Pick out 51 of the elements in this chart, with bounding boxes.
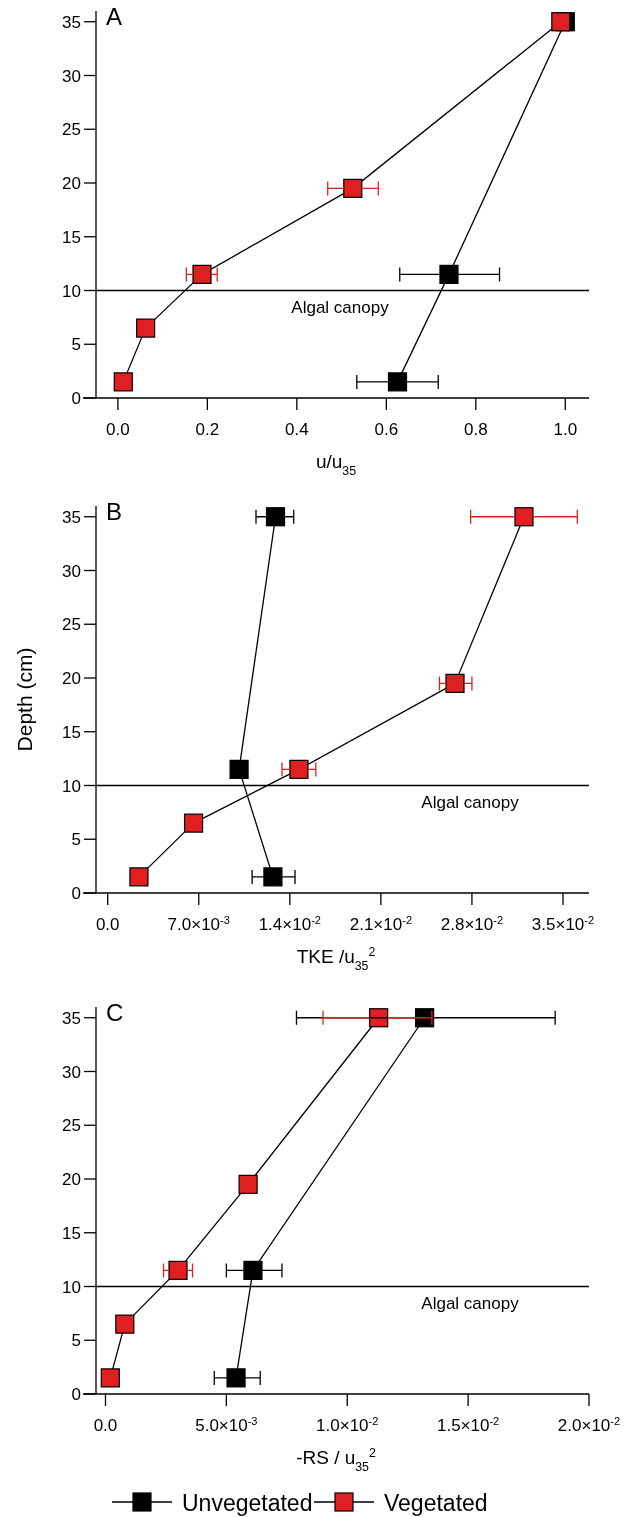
y-tick-label: 0 bbox=[71, 389, 81, 408]
y-tick-label: 35 bbox=[62, 12, 81, 32]
x-tick-label: 2.1×10$^{-2}$ bbox=[349, 914, 413, 934]
y-tick-label: 0 bbox=[71, 884, 81, 903]
y-tick-label: 15 bbox=[62, 722, 81, 742]
x-tick-label: 0.0 bbox=[106, 420, 130, 439]
x-tick-label: 0.8 bbox=[463, 420, 488, 439]
x-tick-label: 0.2 bbox=[195, 420, 220, 439]
x-tick-label: 1.0 bbox=[553, 420, 578, 439]
y-tick-label: 30 bbox=[62, 1062, 81, 1082]
y-tick-label: 25 bbox=[62, 120, 81, 140]
chart-title: A bbox=[106, 3, 123, 30]
x-tick-label: 2.0×10$^{-2}$ bbox=[557, 1415, 621, 1435]
y-tick-label: 30 bbox=[62, 561, 81, 581]
y-tick-label: 15 bbox=[62, 227, 81, 247]
ref-line-label: Algal canopy bbox=[291, 297, 390, 317]
y-tick-label: 0 bbox=[71, 1385, 81, 1404]
y-tick-label: 5 bbox=[71, 830, 81, 850]
y-tick-label: 15 bbox=[62, 1223, 81, 1243]
x-tick-label: 0.4 bbox=[285, 420, 309, 439]
x-tick-label: 5.0×10$^{-3}$ bbox=[195, 1415, 258, 1435]
y-tick-label: 30 bbox=[62, 66, 81, 86]
x-tick-label: 1.5×10$^{-2}$ bbox=[436, 1415, 500, 1435]
y-tick-label: 20 bbox=[62, 174, 81, 193]
y-tick-label: 10 bbox=[62, 281, 81, 301]
ref-line-label: Algal canopy bbox=[421, 1293, 520, 1313]
chart-title: C bbox=[106, 999, 124, 1026]
y-tick-label: 10 bbox=[62, 776, 81, 796]
y-tick-label: 10 bbox=[62, 1277, 81, 1297]
x-tick-label: 2.8×10$^{-2}$ bbox=[440, 914, 504, 934]
y-tick-label: 25 bbox=[62, 615, 81, 635]
chart-title: B bbox=[106, 498, 123, 525]
y-tick-label: 35 bbox=[62, 1008, 81, 1028]
x-tick-label: 0.0 bbox=[93, 1416, 118, 1435]
y-tick-label: 25 bbox=[62, 1116, 81, 1136]
x-tick-label: 0.6 bbox=[374, 420, 399, 439]
x-axis-title: u/u$_{35}$ bbox=[315, 451, 357, 478]
y-tick-label: 35 bbox=[62, 507, 81, 527]
legend-label: Unvegetated bbox=[182, 1490, 313, 1516]
x-tick-label: 7.0×10$^{-3}$ bbox=[167, 914, 230, 934]
y-tick-label: 5 bbox=[71, 335, 81, 355]
x-tick-label: 1.0×10$^{-2}$ bbox=[316, 1415, 379, 1435]
y-tick-label: 20 bbox=[62, 669, 81, 688]
x-tick-label: 0.0 bbox=[95, 915, 120, 934]
y-tick-label: 5 bbox=[71, 1331, 81, 1351]
y-axis-title: Depth (cm) bbox=[13, 647, 36, 752]
ref-line-label: Algal canopy bbox=[421, 792, 520, 812]
x-tick-label: 1.4×10$^{-2}$ bbox=[258, 914, 321, 934]
y-tick-label: 20 bbox=[62, 1170, 81, 1189]
legend-label: Vegetated bbox=[384, 1490, 488, 1516]
x-tick-label: 3.5×10$^{-2}$ bbox=[531, 914, 595, 934]
